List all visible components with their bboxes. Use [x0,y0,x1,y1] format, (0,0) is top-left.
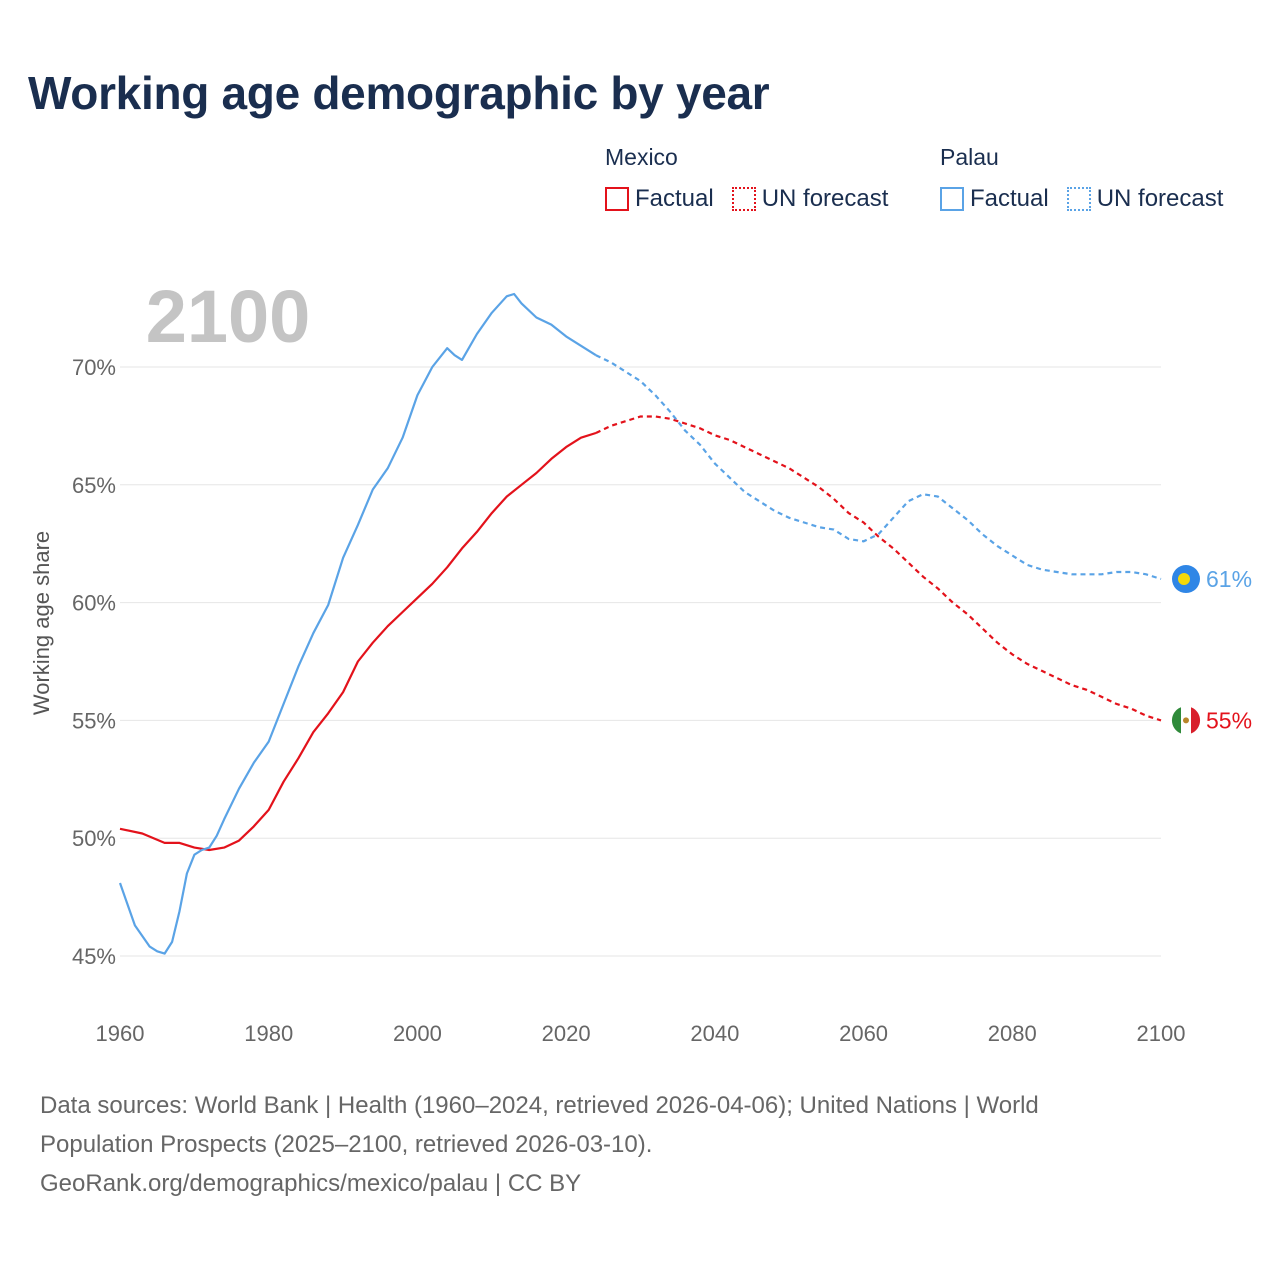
source-line-1: Data sources: World Bank | Health (1960–… [40,1092,1039,1119]
mexico-flag-red [1191,707,1201,734]
source-line-3[interactable]: GeoRank.org/demographics/mexico/palau | … [40,1170,582,1197]
x-tick-label: 2040 [690,1021,739,1046]
legend-swatch-dotted-icon [1066,187,1091,211]
y-tick-label: 55% [72,708,116,733]
legend-mexico-forecast-label: UN forecast [761,185,889,212]
series-lines [118,292,1162,955]
data-source-note: Data sources: World Bank | Health (1960–… [40,1086,1220,1203]
source-line-2: Population Prospects (2025–2100, retriev… [40,1131,653,1158]
x-tick-label: 2100 [1137,1021,1186,1046]
x-axis-ticks: 1960 1980 2000 2020 2040 2060 2080 2100 [96,1021,1186,1046]
legend-palau-name: Palau [940,144,999,170]
x-tick-label: 2080 [988,1021,1037,1046]
legend-mexico-factual[interactable]: Factual [605,185,714,213]
legend-palau: Palau Factual UN forecast [940,144,1223,213]
x-tick-label: 2000 [393,1021,442,1046]
palau-factual-line [118,292,597,955]
x-tick-label: 2020 [542,1021,591,1046]
chart-title: Working age demographic by year [28,67,770,119]
palau-end-label: 61% [1206,566,1252,592]
mexico-flag-emblem [1183,717,1189,724]
legend-mexico-name: Mexico [605,144,678,170]
y-axis-ticks: 45% 50% 55% 60% 65% 70% [72,355,116,969]
legend-swatch-dotted-icon [731,187,756,211]
mexico-factual-line [119,431,597,852]
y-tick-label: 50% [72,826,116,851]
legend-mexico-factual-label: Factual [635,185,714,212]
x-tick-label: 1980 [244,1021,293,1046]
y-tick-label: 60% [72,591,116,616]
mexico-end-label: 55% [1206,707,1252,733]
line-chart: 2100 45% 50% 55% 60% 65% 70% 1960 1980 2000 2020… [72,275,1252,1046]
legend-palau-factual-label: Factual [970,185,1049,212]
series-end-markers: 55% 61% [1171,565,1252,735]
legend-mexico: Mexico Factual UN forecast [605,144,906,213]
palau-flag-icon [1172,565,1200,594]
legend-palau-factual[interactable]: Factual [940,185,1049,213]
palau-forecast-line [595,354,1162,581]
legend-swatch-solid-icon [605,187,629,211]
grid-lines [120,366,1161,957]
mexico-forecast-line [595,415,1162,722]
y-tick-label: 65% [72,473,116,498]
mexico-flag-green [1171,707,1181,734]
palau-flag-moon [1178,573,1190,586]
y-tick-label: 70% [72,355,116,380]
legend-mexico-forecast[interactable]: UN forecast [731,185,889,213]
mexico-flag-icon [1171,706,1201,735]
year-watermark: 2100 [146,275,311,358]
y-tick-label: 45% [72,944,116,969]
x-tick-label: 1960 [96,1021,145,1046]
legend-palau-forecast[interactable]: UN forecast [1066,185,1224,213]
legend-swatch-solid-icon [940,187,964,211]
x-tick-label: 2060 [839,1021,888,1046]
legend-palau-forecast-label: UN forecast [1096,185,1224,212]
